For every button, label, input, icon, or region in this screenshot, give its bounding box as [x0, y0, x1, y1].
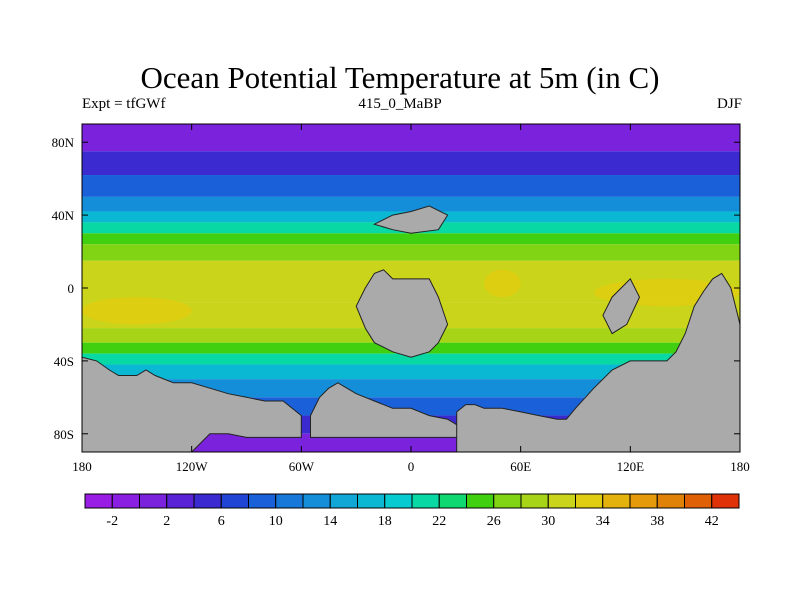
- colorbar-swatch: [84, 493, 113, 509]
- colorbar-swatch: [438, 493, 467, 509]
- colorbar-swatch: [711, 493, 740, 509]
- colorbar-label: 2: [163, 514, 170, 529]
- colorbar-label: -2: [106, 514, 118, 529]
- colorbar: -2 2 6 10 14 18 22 26 30 34 38 42: [84, 493, 740, 529]
- colorbar-swatch: [602, 493, 631, 509]
- colorbar-swatch: [111, 493, 140, 509]
- land-mass: [456, 272, 740, 452]
- chart-title: Ocean Potential Temperature at 5m (in C): [140, 60, 660, 95]
- x-tick-label: 0: [408, 459, 415, 474]
- map-axes: 180 120W 60W 0 60E 120E 180 80N 40N 0 40S 80S: [52, 124, 750, 474]
- warm-anomaly: [484, 269, 521, 298]
- colorbar-swatch: [656, 493, 685, 509]
- chart-subtitle-right: DJF: [716, 96, 742, 112]
- colorbar-swatch: [275, 493, 304, 509]
- y-tick-label: 40N: [52, 208, 75, 223]
- colorbar-label: 14: [323, 514, 337, 529]
- colorbar-swatch: [520, 493, 549, 509]
- colorbar-swatch: [466, 493, 495, 509]
- colorbar-label: 34: [596, 514, 610, 529]
- y-tick-label: 80N: [52, 135, 75, 150]
- colorbar-swatch: [629, 493, 658, 509]
- colorbar-swatch: [575, 493, 604, 509]
- land-mass: [82, 356, 302, 452]
- colorbar-label: 18: [378, 514, 392, 529]
- temperature-band: [82, 244, 740, 261]
- colorbar-label: 42: [705, 514, 719, 529]
- colorbar-swatch: [329, 493, 358, 509]
- temperature-band: [82, 233, 740, 245]
- colorbar-swatch: [493, 493, 522, 509]
- y-tick-label: 40S: [54, 354, 74, 369]
- colorbar-swatch: [248, 493, 277, 509]
- colorbar-swatch: [384, 493, 413, 509]
- colorbar-label: 30: [541, 514, 555, 529]
- colorbar-swatch: [166, 493, 195, 509]
- warm-anomaly: [82, 297, 192, 325]
- land-mass: [373, 205, 449, 234]
- colorbar-swatch: [193, 493, 222, 509]
- colorbar-label: 26: [487, 514, 501, 529]
- y-tick-label: 0: [68, 281, 75, 296]
- temperature-band: [82, 379, 740, 398]
- colorbar-label: 6: [218, 514, 225, 529]
- x-tick-label: 180: [72, 459, 92, 474]
- x-tick-label: 120W: [176, 459, 209, 474]
- land-mass: [602, 278, 641, 335]
- colorbar-swatch: [220, 493, 249, 509]
- x-tick-label: 120E: [617, 459, 645, 474]
- temperature-band: [82, 364, 740, 380]
- colorbar-swatch: [684, 493, 713, 509]
- land-mass: [355, 269, 449, 358]
- y-tick-label: 80S: [54, 427, 74, 442]
- temperature-band: [82, 175, 740, 197]
- colorbar-label: 38: [650, 514, 664, 529]
- colorbar-swatch: [357, 493, 386, 509]
- temperature-band: [82, 196, 740, 212]
- temperature-band: [82, 353, 740, 365]
- colorbar-label: 10: [269, 514, 283, 529]
- colorbar-label: 22: [432, 514, 446, 529]
- colorbar-swatch: [547, 493, 576, 509]
- chart-subtitle-left: Expt = tfGWf: [82, 96, 166, 112]
- colorbar-swatch: [139, 493, 168, 509]
- colorbar-swatch: [411, 493, 440, 509]
- x-tick-label: 180: [730, 459, 750, 474]
- x-tick-label: 60E: [510, 459, 531, 474]
- x-tick-label: 60W: [289, 459, 315, 474]
- temperature-band: [82, 151, 740, 176]
- colorbar-swatch: [302, 493, 331, 509]
- chart-subtitle-center: 415_0_MaBP: [358, 96, 442, 112]
- map-plot: [82, 124, 740, 452]
